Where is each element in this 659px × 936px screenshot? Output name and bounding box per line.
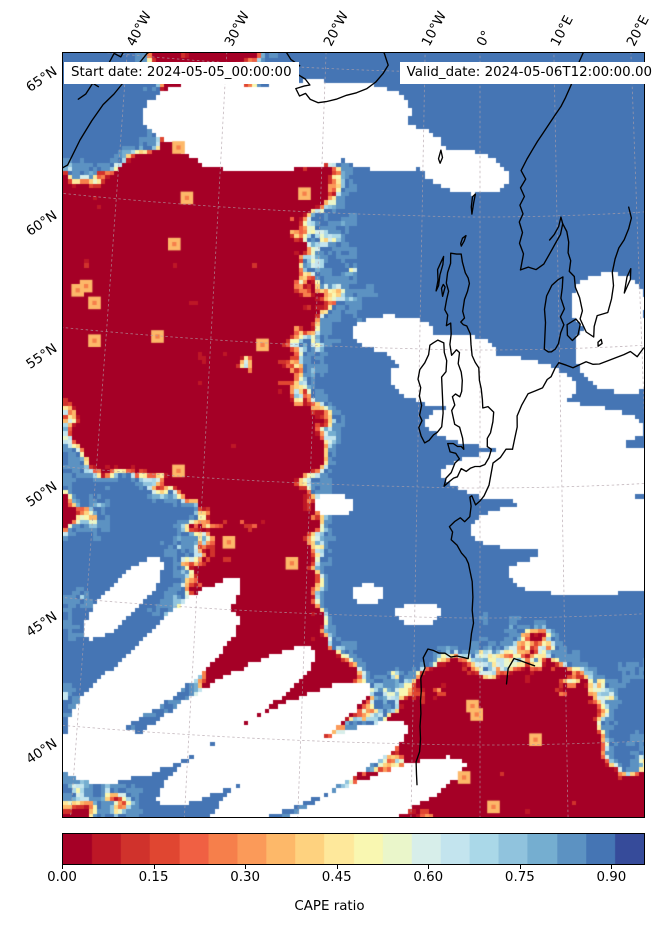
colorbar-tickmark xyxy=(519,865,521,869)
colorbar-ticklabel-2: 0.30 xyxy=(230,870,261,885)
valid-date-annotation: Valid_date: 2024-05-06T12:00:00.00 xyxy=(399,62,659,85)
lon-tick-w10: 10°W xyxy=(419,9,451,50)
lon-tick-w40: 40°W xyxy=(124,9,155,50)
cape-ratio-heatmap xyxy=(63,53,644,817)
colorbar-ticklabel-1: 0.15 xyxy=(138,870,169,885)
lat-tick-n65: 65°N xyxy=(23,64,61,96)
lat-tick-n40: 40°N xyxy=(23,736,61,768)
lon-tick-w30: 30°W xyxy=(222,9,254,50)
lat-tick-n60: 60°N xyxy=(23,208,61,240)
lon-tick-e20: 20°E xyxy=(624,13,653,50)
colorbar-ticklabel-0: 0.00 xyxy=(47,870,77,885)
lat-tick-n55: 55°N xyxy=(23,341,61,373)
lon-tick-e10: 10°E xyxy=(547,13,577,50)
start-date-annotation: Start date: 2024-05-05_00:00:00 xyxy=(64,62,299,85)
colorbar xyxy=(62,833,645,865)
colorbar-gradient xyxy=(62,833,645,865)
colorbar-ticks: 0.00 0.15 0.30 0.45 0.60 0.75 0.90 xyxy=(47,865,645,887)
coastline-overlay xyxy=(63,53,644,786)
graticule-gridlines xyxy=(63,53,644,817)
lat-tick-n45: 45°N xyxy=(23,609,61,641)
lon-tick-w20: 20°W xyxy=(321,9,352,50)
colorbar-tickmark xyxy=(611,865,613,869)
colorbar-tickmark xyxy=(336,865,338,869)
colorbar-tickmark xyxy=(62,865,63,869)
lat-tick-n50: 50°N xyxy=(23,479,61,511)
colorbar-ticklabel-4: 0.60 xyxy=(413,870,444,885)
colorbar-ticklabel-6: 0.90 xyxy=(596,870,627,885)
colorbar-ticklabel-5: 0.75 xyxy=(504,870,535,885)
colorbar-tickmark xyxy=(153,865,155,869)
colorbar-axis-label: CAPE ratio xyxy=(294,899,365,914)
colorbar-tickmark xyxy=(428,865,430,869)
colorbar-ticklabel-3: 0.45 xyxy=(321,870,352,885)
colorbar-tickmark xyxy=(245,865,247,869)
lon-tick-e0: 0° xyxy=(474,28,495,50)
map-plot-area xyxy=(62,52,645,818)
